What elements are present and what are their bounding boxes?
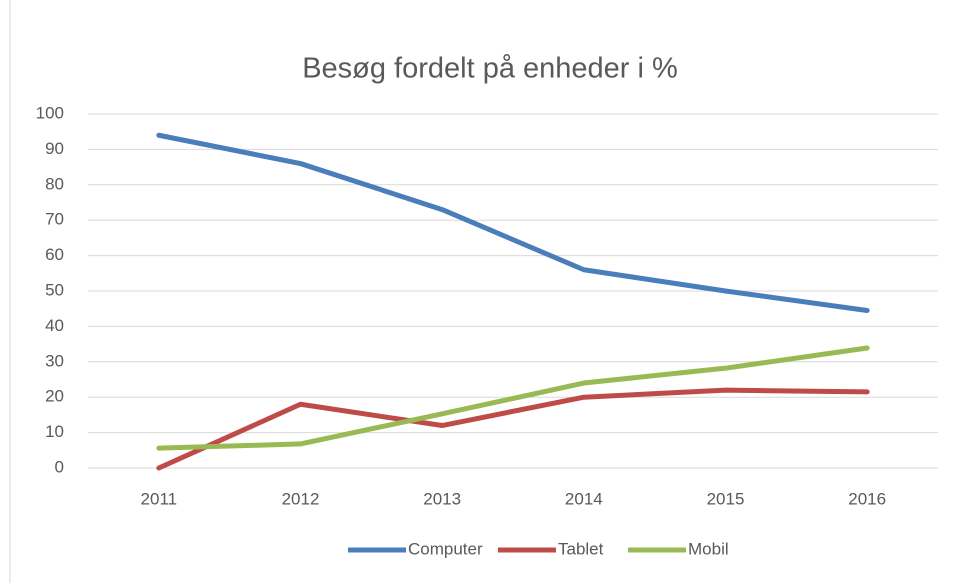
legend-label: Mobil [688, 539, 729, 558]
y-tick-label: 60 [45, 245, 64, 264]
y-tick-label: 30 [45, 351, 64, 370]
y-tick-label: 0 [55, 457, 64, 476]
series-line [156, 345, 870, 451]
y-tick-label: 100 [36, 103, 64, 122]
legend-label: Computer [408, 539, 483, 558]
y-tick-label: 50 [45, 280, 64, 299]
x-tick-label: 2016 [848, 489, 886, 508]
y-tick-label: 20 [45, 387, 64, 406]
x-tick-label: 2014 [565, 489, 603, 508]
series-line [156, 387, 870, 471]
x-tick-label: 2013 [423, 489, 461, 508]
chart-title: Besøg fordelt på enheder i % [302, 53, 678, 85]
y-tick-label: 90 [45, 139, 64, 158]
x-tick-label: 2011 [141, 489, 178, 508]
x-tick-label: 2015 [707, 489, 745, 508]
legend-label: Tablet [558, 539, 604, 558]
y-tick-label: 70 [45, 210, 64, 229]
y-tick-label: 40 [45, 316, 64, 335]
series-line [156, 132, 870, 313]
y-tick-label: 80 [45, 174, 64, 193]
y-tick-label: 10 [45, 422, 64, 441]
x-tick-label: 2012 [282, 489, 320, 508]
